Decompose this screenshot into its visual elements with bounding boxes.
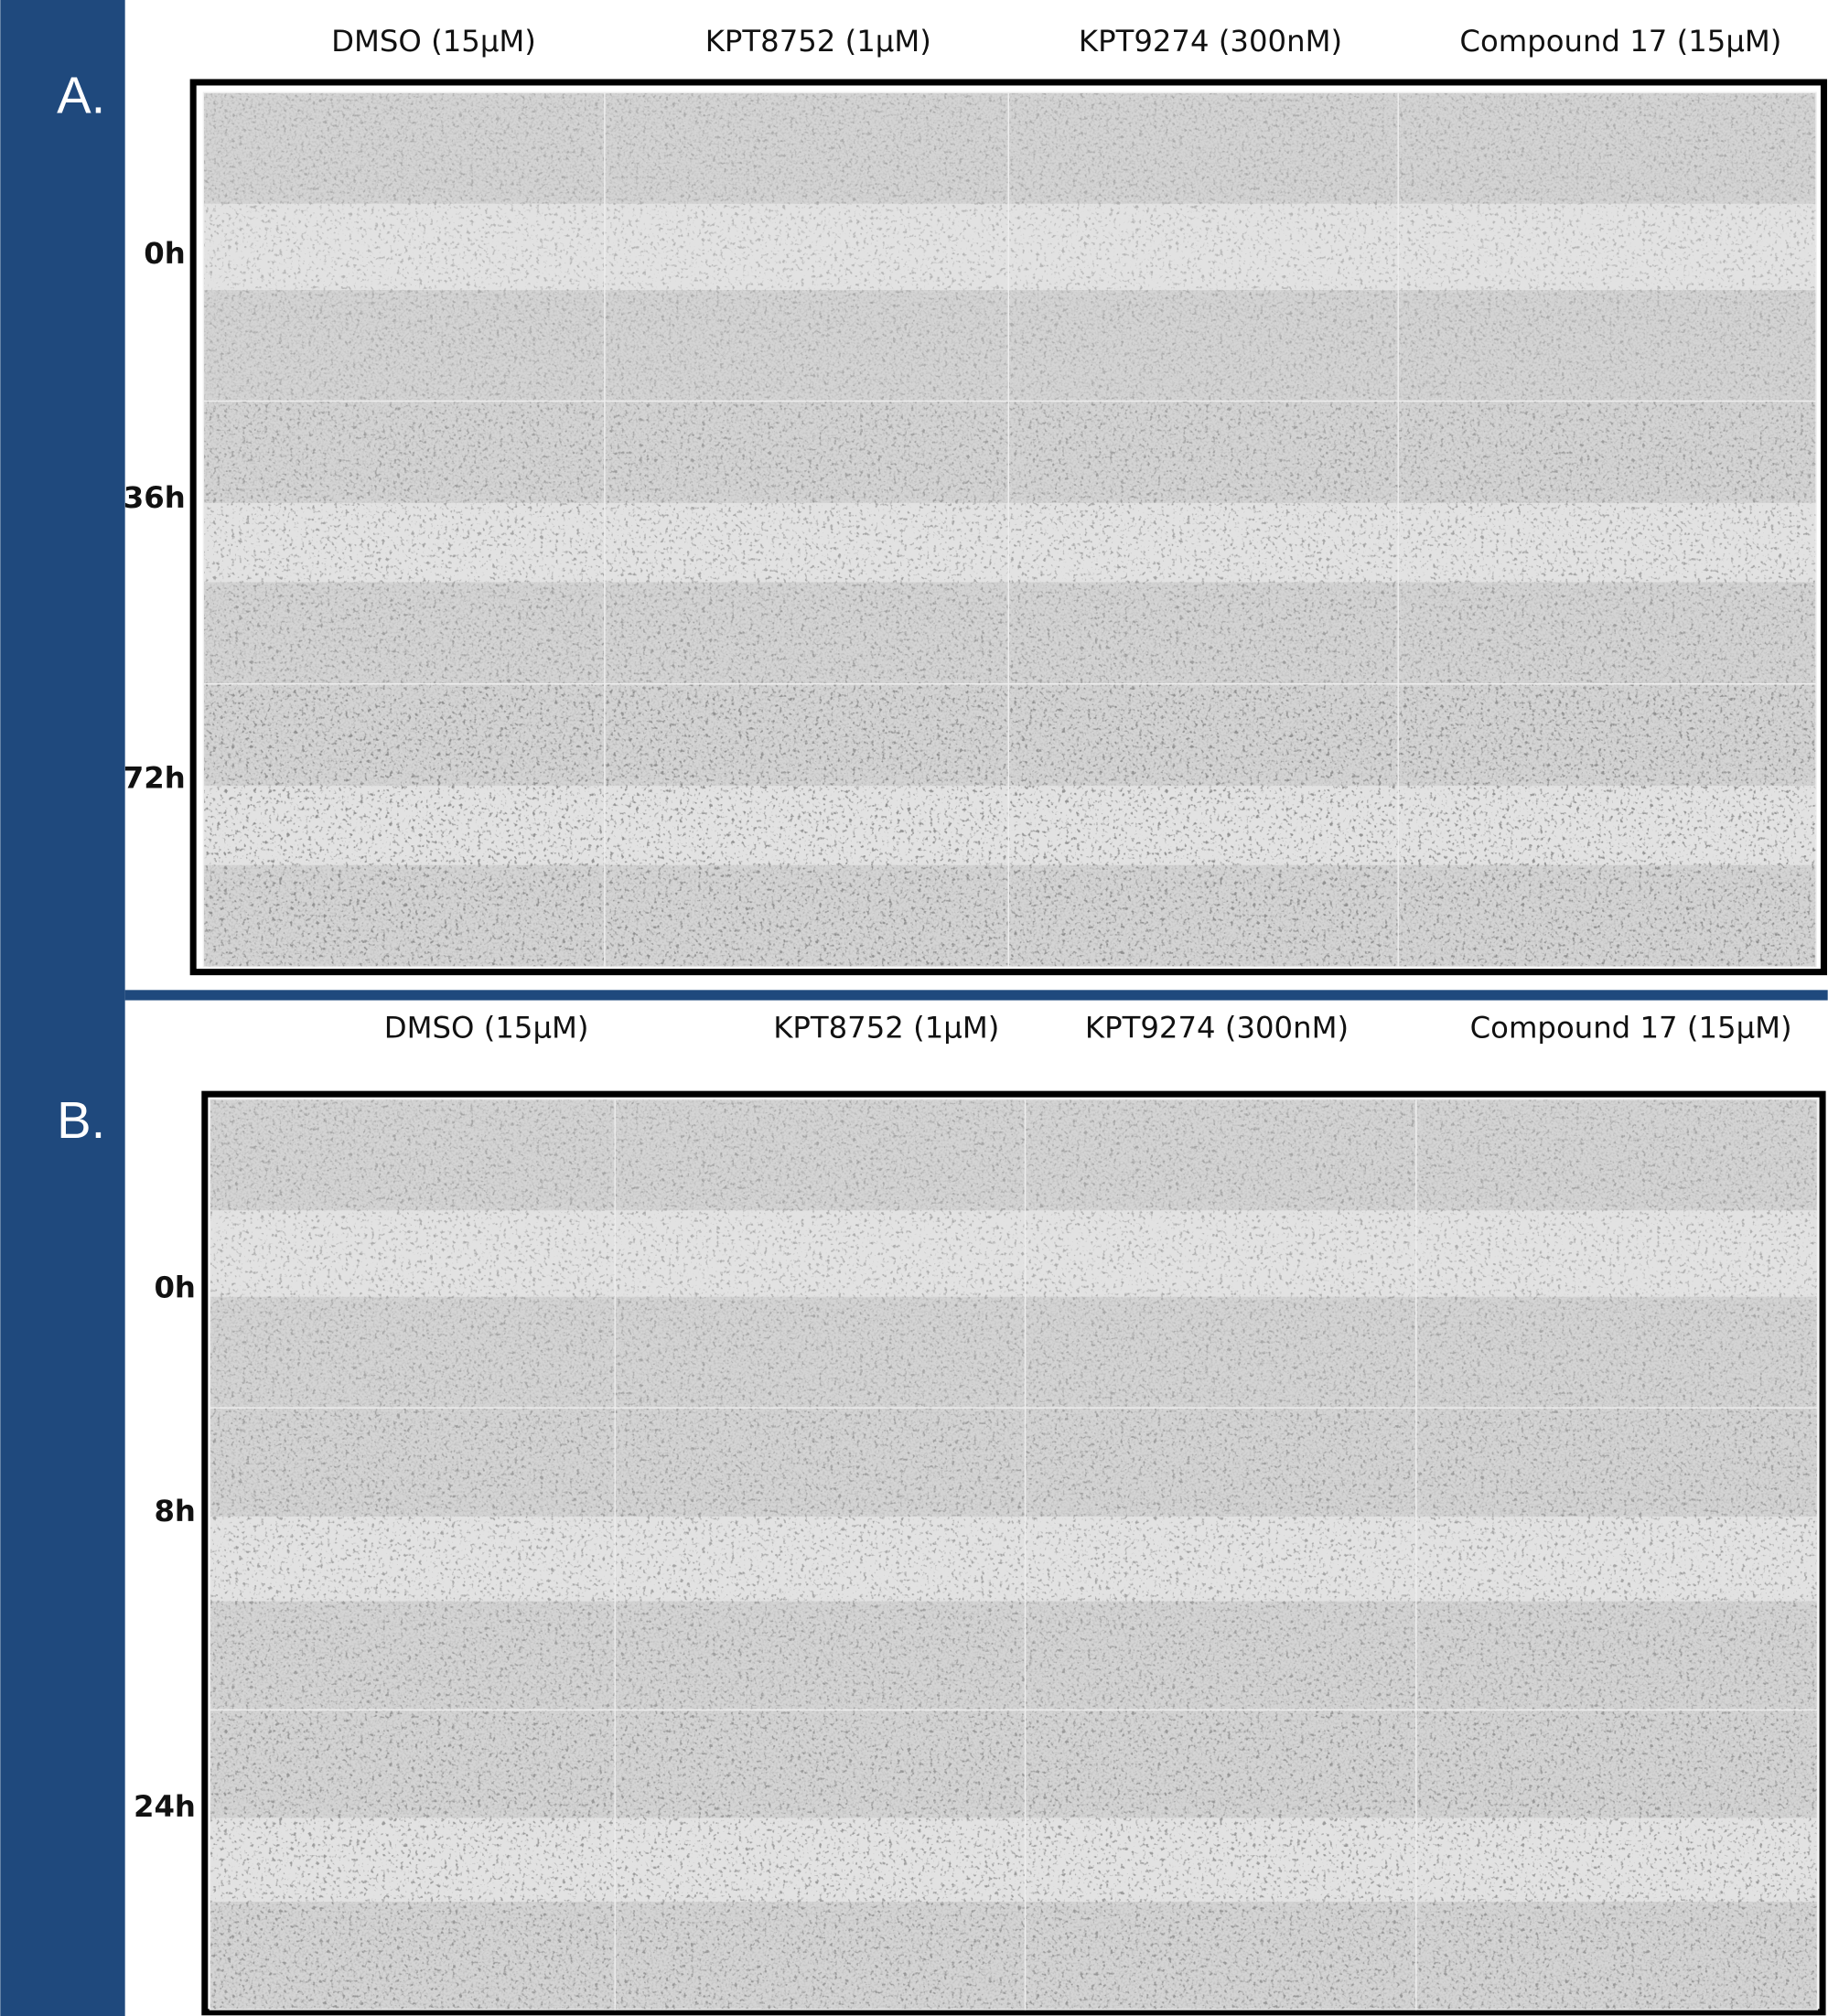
cell-speckle — [210, 1408, 615, 1710]
column-header: KPT8752 (1µM) — [773, 1010, 999, 1045]
cell-speckle — [1416, 1099, 1818, 1408]
panel-label: A. — [57, 67, 105, 124]
row-label: 24h — [134, 1789, 196, 1824]
cell-speckle — [605, 92, 1008, 401]
cell-speckle — [210, 1710, 615, 2010]
cell-speckle — [1416, 1408, 1818, 1710]
micrograph — [210, 1408, 615, 1710]
micrograph — [203, 92, 605, 401]
micrograph — [1398, 684, 1816, 967]
micrograph — [605, 684, 1008, 967]
micrograph — [210, 1099, 615, 1408]
cell-speckle — [1026, 1710, 1416, 2010]
column-header: DMSO (15µM) — [331, 24, 536, 59]
column-header: Compound 17 (15µM) — [1459, 24, 1781, 59]
cell-speckle — [1008, 402, 1398, 684]
micrograph — [1416, 1099, 1818, 1408]
micrograph — [203, 684, 605, 967]
column-header: KPT9274 (300nM) — [1079, 24, 1342, 59]
divider — [125, 990, 1828, 1000]
micrograph — [615, 1099, 1025, 1408]
cell-speckle — [1026, 1099, 1416, 1408]
column-header: DMSO (15µM) — [384, 1010, 589, 1045]
cell-speckle — [203, 684, 605, 967]
cell-speckle — [615, 1710, 1025, 2010]
micrograph — [1416, 1408, 1818, 1710]
row-label: 36h — [124, 480, 186, 515]
figure: A. DMSO (15µM) KPT8752 (1µM) KPT9274 (300nM… — [0, 0, 1828, 2016]
cell-speckle — [203, 92, 605, 401]
page: A. DMSO (15µM) KPT8752 (1µM) KPT9274 (300nM… — [0, 0, 1828, 2016]
micrograph — [1026, 1408, 1416, 1710]
cell-speckle — [1398, 684, 1816, 967]
cell-speckle — [605, 402, 1008, 684]
micrograph — [1026, 1099, 1416, 1408]
micrograph — [1008, 684, 1398, 967]
row-label: 72h — [124, 761, 186, 796]
panel-label: B. — [57, 1091, 105, 1149]
cell-speckle — [210, 1099, 615, 1408]
micrograph — [210, 1710, 615, 2010]
micrograph — [1416, 1710, 1818, 2010]
cell-speckle — [605, 684, 1008, 967]
column-header: KPT8752 (1µM) — [705, 24, 931, 59]
cell-speckle — [203, 402, 605, 684]
micrograph — [615, 1710, 1025, 2010]
micrograph — [203, 402, 605, 684]
cell-speckle — [1416, 1710, 1818, 2010]
column-header: Compound 17 (15µM) — [1470, 1010, 1792, 1045]
micrograph — [1008, 402, 1398, 684]
column-header: KPT9274 (300nM) — [1085, 1010, 1349, 1045]
cell-speckle — [1026, 1408, 1416, 1710]
micrograph — [1026, 1710, 1416, 2010]
micrograph — [605, 92, 1008, 401]
row-label: 8h — [154, 1494, 196, 1528]
micrograph — [1398, 92, 1816, 401]
micrograph — [1398, 402, 1816, 684]
micrograph — [605, 402, 1008, 684]
micrograph — [615, 1408, 1025, 1710]
cell-speckle — [1008, 92, 1398, 401]
row-label: 0h — [154, 1270, 196, 1304]
cell-speckle — [1008, 684, 1398, 967]
micrograph — [1008, 92, 1398, 401]
cell-speckle — [615, 1099, 1025, 1408]
cell-speckle — [1398, 92, 1816, 401]
cell-speckle — [615, 1408, 1025, 1710]
row-label: 0h — [144, 236, 186, 271]
cell-speckle — [1398, 402, 1816, 684]
sidebar — [0, 0, 124, 2016]
